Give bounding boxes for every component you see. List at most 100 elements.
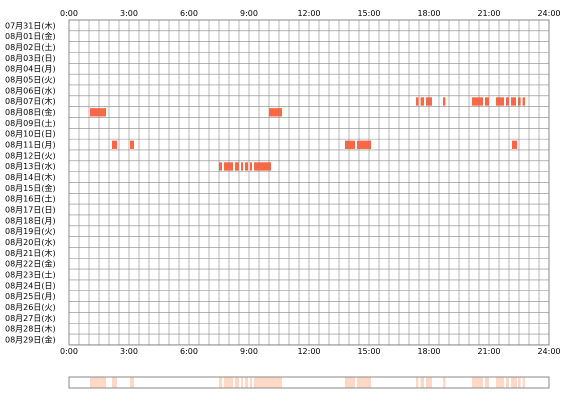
row-label: 08月09日(土) bbox=[5, 118, 56, 128]
x-tick-label-top: 6:00 bbox=[180, 9, 198, 18]
summary-bar bbox=[90, 377, 106, 388]
row-label: 08月25日(月) bbox=[5, 292, 56, 301]
x-tick-label-bottom: 24:00 bbox=[537, 347, 560, 356]
row-label: 08月27日(水) bbox=[5, 313, 56, 323]
summary-bar bbox=[112, 377, 117, 388]
row-label: 08月28日(木) bbox=[5, 324, 56, 334]
x-tick-label-bottom: 21:00 bbox=[477, 347, 500, 356]
summary-bar bbox=[219, 377, 222, 388]
activity-bar bbox=[506, 97, 509, 106]
summary-bar bbox=[245, 377, 248, 388]
summary-bar bbox=[416, 377, 419, 388]
row-label: 08月03日(日) bbox=[5, 54, 56, 63]
summary-bar bbox=[485, 377, 489, 388]
activity-bar bbox=[357, 140, 371, 149]
activity-bar bbox=[485, 97, 489, 106]
activity-bar bbox=[250, 162, 252, 171]
summary-bar bbox=[512, 377, 517, 388]
summary-bar bbox=[250, 377, 252, 388]
summary-strip-frame bbox=[68, 376, 550, 389]
x-tick-label-top: 12:00 bbox=[297, 9, 320, 18]
x-tick-label-top: 9:00 bbox=[240, 9, 258, 18]
summary-bar bbox=[254, 377, 271, 388]
row-label: 08月02日(土) bbox=[5, 42, 56, 52]
summary-strip-background bbox=[69, 377, 549, 388]
row-label: 08月23日(土) bbox=[5, 270, 56, 280]
activity-bar bbox=[112, 140, 117, 149]
summary-bar bbox=[357, 377, 371, 388]
summary-bar bbox=[522, 377, 525, 388]
row-label: 08月22日(金) bbox=[5, 259, 56, 269]
row-label: 08月26日(火) bbox=[5, 303, 56, 312]
x-tick-label-top: 18:00 bbox=[417, 9, 440, 18]
summary-bar bbox=[426, 377, 432, 388]
row-label: 08月13日(水) bbox=[5, 161, 56, 171]
activity-bar bbox=[241, 162, 243, 171]
activity-bar bbox=[235, 162, 239, 171]
x-tick-label-bottom: 3:00 bbox=[120, 347, 138, 356]
activity-bar bbox=[472, 97, 483, 106]
activity-bar bbox=[269, 108, 282, 117]
summary-bar bbox=[420, 377, 424, 388]
row-label: 08月10日(日) bbox=[5, 130, 56, 139]
summary-bar bbox=[496, 377, 504, 388]
plot-frame bbox=[68, 19, 550, 346]
row-label: 08月24日(日) bbox=[5, 281, 56, 290]
row-label: 08月04日(月) bbox=[5, 65, 56, 74]
x-tick-label-top: 3:00 bbox=[120, 9, 138, 18]
x-tick-label-bottom: 18:00 bbox=[417, 347, 440, 356]
summary-bar bbox=[443, 377, 446, 388]
summary-bar bbox=[224, 377, 233, 388]
x-tick-label-top: 0:00 bbox=[60, 9, 78, 18]
activity-bar bbox=[219, 162, 222, 171]
activity-bar bbox=[90, 108, 106, 117]
row-label: 08月15日(金) bbox=[5, 183, 56, 193]
x-tick-label-top: 24:00 bbox=[537, 9, 560, 18]
activity-bar bbox=[511, 97, 516, 106]
row-label: 08月05日(火) bbox=[5, 76, 56, 85]
x-tick-label-bottom: 9:00 bbox=[240, 347, 258, 356]
row-label: 08月20日(水) bbox=[5, 237, 56, 247]
x-tick-label-bottom: 0:00 bbox=[60, 347, 78, 356]
row-label: 08月08日(金) bbox=[5, 107, 56, 117]
row-label: 08月17日(日) bbox=[5, 206, 56, 215]
row-label: 08月07日(木) bbox=[5, 96, 56, 106]
activity-bar bbox=[130, 140, 134, 149]
x-tick-label-top: 15:00 bbox=[357, 9, 380, 18]
activity-bar bbox=[416, 97, 419, 106]
row-label: 08月12日(火) bbox=[5, 151, 56, 160]
summary-bar bbox=[269, 377, 282, 388]
row-label: 08月14日(木) bbox=[5, 172, 56, 182]
activity-bar bbox=[420, 97, 424, 106]
x-tick-label-bottom: 12:00 bbox=[297, 347, 320, 356]
row-label: 08月01日(金) bbox=[5, 31, 56, 41]
activity-bar bbox=[254, 162, 271, 171]
activity-bar bbox=[345, 140, 355, 149]
activity-bar bbox=[224, 162, 233, 171]
row-label: 08月29日(金) bbox=[5, 334, 56, 344]
summary-bar bbox=[241, 377, 243, 388]
row-label: 08月21日(木) bbox=[5, 248, 56, 258]
x-tick-label-top: 21:00 bbox=[477, 9, 500, 18]
summary-bar bbox=[130, 377, 134, 388]
summary-bar bbox=[345, 377, 355, 388]
x-tick-label-bottom: 15:00 bbox=[357, 347, 380, 356]
row-label: 08月16日(土) bbox=[5, 194, 56, 204]
row-label: 08月19日(火) bbox=[5, 227, 56, 236]
activity-bar bbox=[245, 162, 248, 171]
row-label: 07月31日(木) bbox=[5, 20, 56, 30]
summary-bar bbox=[235, 377, 239, 388]
activity-bar bbox=[496, 97, 504, 106]
row-label: 08月18日(月) bbox=[5, 216, 56, 225]
activity-bar bbox=[512, 140, 517, 149]
activity-bar bbox=[522, 97, 525, 106]
activity-bar bbox=[443, 97, 446, 106]
summary-bar bbox=[506, 377, 509, 388]
summary-bar bbox=[518, 377, 521, 388]
x-tick-label-bottom: 6:00 bbox=[180, 347, 198, 356]
row-label: 08月11日(月) bbox=[5, 141, 56, 150]
row-label: 08月06日(水) bbox=[5, 85, 56, 95]
summary-bar bbox=[472, 377, 483, 388]
